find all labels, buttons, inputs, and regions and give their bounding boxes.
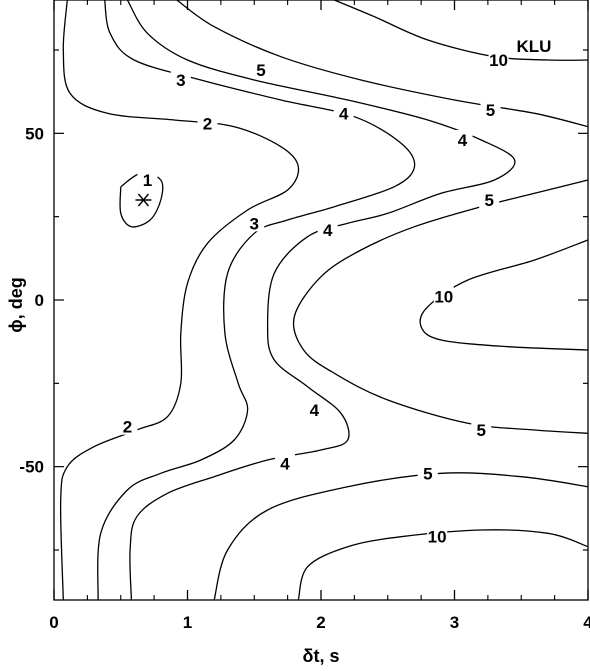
minimum-marker-stroke [137,193,149,207]
x-tick-label: 3 [450,613,459,632]
contour-label-bg [417,463,438,482]
contour-label-5c: 5 [484,191,493,210]
contour-label-3b: 3 [250,214,259,233]
contour-line-2 [59,0,300,601]
x-tick-label: 0 [49,613,58,632]
contour-label-bg [117,416,138,435]
contour-label-bg [137,170,158,188]
x-axis-label: δt, s [303,646,340,666]
y-tick-label: 0 [35,291,44,310]
contour-label-bg [304,400,325,418]
panel-label: KLU [517,37,552,56]
contour-label-3: 3 [176,71,185,90]
contour-line-10 [334,0,589,61]
contour-label-5e: 5 [423,464,432,483]
x-tick-label: 1 [183,613,192,632]
contour-label-bg [471,420,492,438]
contour-label-5b: 5 [486,101,495,120]
contour-label-4c: 4 [323,221,333,240]
contour-label-bg [427,526,448,545]
contour-label-bg [433,286,454,305]
contour-line-4 [126,0,516,601]
contour-label-2b: 2 [123,418,132,437]
contour-label-bg [170,70,191,88]
plot-frame [53,0,589,601]
contour-label-5: 5 [256,61,265,80]
contour-line-10b [419,239,589,351]
contour-line-5 [176,0,589,128]
x-tick-label: 4 [583,613,590,632]
contour-label-bg [244,213,265,232]
axis-ticks [53,0,589,600]
contour-label-bg [333,103,354,122]
contour-label-bg [250,60,271,78]
contour-label-2: 2 [203,114,212,133]
contour-label-bg [317,220,338,238]
contour-label-bg [479,190,500,208]
contour-line-3 [97,0,416,601]
minimum-marker [135,193,152,207]
contour-label-bg [480,100,501,118]
contour-label-bg [452,130,473,148]
contour-label-4: 4 [339,104,349,123]
contour-label-4e: 4 [280,454,290,473]
contour-lines [59,0,589,601]
contour-label-bg [197,113,218,132]
y-axis-label: ϕ, deg [6,277,26,333]
contour-label-10b: 10 [434,288,453,307]
contour-line-5e [213,472,589,601]
tick-labels: 0 1 2 3 4 -50 0 50 [19,124,590,632]
y-tick-label: 50 [25,124,44,143]
contour-label-1: 1 [143,171,152,190]
contour-label-5d: 5 [476,421,485,440]
contour-label-bg [488,50,509,68]
contour-label-4d: 4 [310,401,320,420]
contour-label-4b: 4 [458,131,468,150]
x-tick-label: 2 [316,613,325,632]
contour-label-10c: 10 [428,528,447,547]
contour-label-10: 10 [489,51,508,70]
y-tick-label: -50 [19,458,44,477]
contour-label-bg [274,453,295,472]
contour-line-10c [297,529,589,601]
